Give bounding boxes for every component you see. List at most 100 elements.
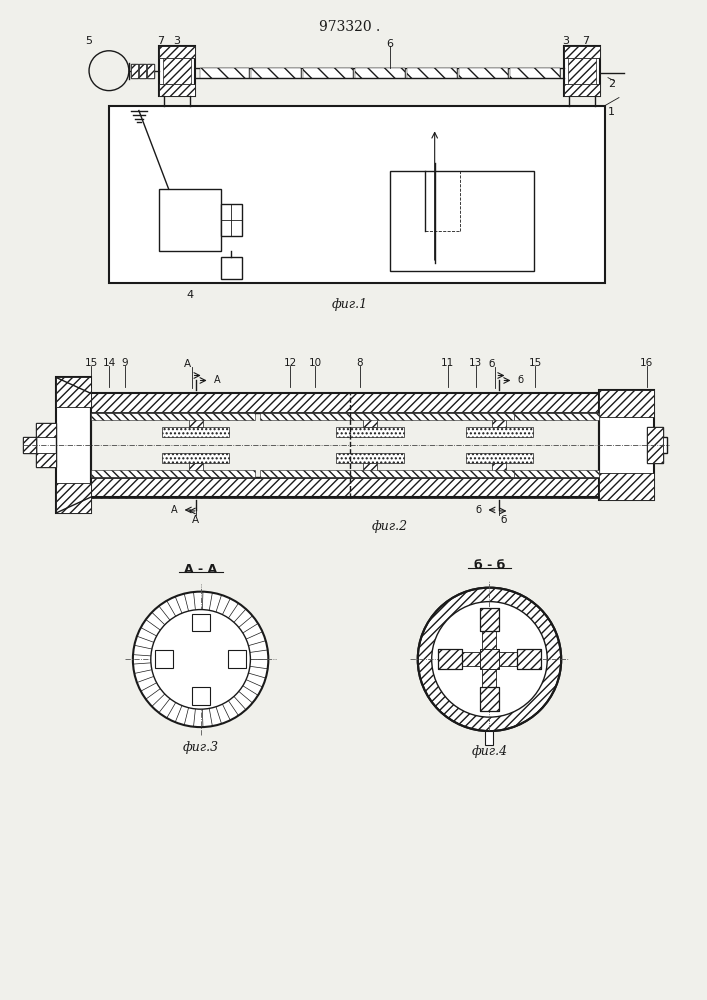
Bar xyxy=(438,649,462,669)
Bar xyxy=(159,46,194,58)
Bar xyxy=(493,413,506,427)
Bar xyxy=(303,68,353,78)
Bar xyxy=(407,68,457,78)
Bar xyxy=(647,427,662,463)
Bar xyxy=(23,437,36,453)
Bar xyxy=(139,64,146,78)
Text: 973320 .: 973320 . xyxy=(320,20,380,34)
Bar xyxy=(599,473,654,500)
Bar xyxy=(36,423,56,467)
Bar xyxy=(479,608,499,631)
Bar xyxy=(515,413,599,420)
Text: 9: 9 xyxy=(122,358,128,368)
Text: 7: 7 xyxy=(583,36,590,46)
Bar xyxy=(482,631,496,649)
Bar xyxy=(159,84,194,96)
Text: 15: 15 xyxy=(529,358,542,368)
Bar xyxy=(211,652,228,666)
Bar xyxy=(355,68,405,78)
Bar xyxy=(189,463,203,477)
Text: б: б xyxy=(518,375,523,385)
Bar xyxy=(192,687,209,705)
Text: фиг.3: фиг.3 xyxy=(182,741,218,754)
Bar xyxy=(228,650,247,668)
Bar xyxy=(459,68,508,78)
Text: 3: 3 xyxy=(563,36,570,46)
Bar xyxy=(109,106,605,283)
Bar xyxy=(499,652,518,666)
Text: фиг.2: фиг.2 xyxy=(372,520,408,533)
Circle shape xyxy=(151,610,250,709)
Bar xyxy=(479,608,499,631)
Bar xyxy=(407,68,457,78)
Bar xyxy=(147,64,154,78)
Bar xyxy=(482,669,496,687)
Bar xyxy=(91,413,255,420)
Text: 16: 16 xyxy=(641,358,653,368)
Bar xyxy=(23,437,36,453)
Text: 6: 6 xyxy=(386,39,393,49)
Bar xyxy=(173,652,191,666)
Bar xyxy=(162,453,230,463)
Bar xyxy=(91,470,255,477)
Bar xyxy=(221,204,243,236)
Bar xyxy=(252,68,301,78)
Text: 5: 5 xyxy=(86,36,93,46)
Bar xyxy=(228,650,247,668)
Bar xyxy=(91,392,599,412)
Bar xyxy=(303,68,353,78)
Bar xyxy=(493,463,506,477)
Text: A: A xyxy=(214,375,220,385)
Bar xyxy=(147,64,154,78)
Text: A: A xyxy=(184,359,191,369)
Bar xyxy=(260,413,350,420)
Bar xyxy=(599,390,654,500)
Bar xyxy=(659,437,667,453)
Bar xyxy=(36,423,56,437)
Bar xyxy=(194,669,208,687)
Text: 8: 8 xyxy=(356,358,363,368)
Text: фиг.1: фиг.1 xyxy=(332,298,368,311)
Bar xyxy=(159,189,221,251)
Bar xyxy=(515,470,599,477)
Bar xyxy=(390,171,534,271)
Bar xyxy=(91,478,599,498)
Bar xyxy=(599,390,654,417)
Bar xyxy=(465,453,533,463)
Bar xyxy=(192,614,209,631)
Bar xyxy=(336,453,404,463)
Bar xyxy=(199,68,250,78)
Bar xyxy=(518,649,542,669)
Bar xyxy=(564,84,600,96)
Bar xyxy=(56,483,91,513)
Bar xyxy=(479,649,499,669)
Bar xyxy=(192,687,209,705)
Text: 11: 11 xyxy=(441,358,455,368)
Bar xyxy=(56,377,91,513)
Bar xyxy=(350,413,515,420)
Circle shape xyxy=(432,602,547,717)
Bar xyxy=(647,427,662,463)
Text: б: б xyxy=(501,515,507,525)
Bar xyxy=(139,64,146,78)
Text: б - б: б - б xyxy=(474,559,505,572)
Text: A: A xyxy=(171,505,177,515)
Bar xyxy=(189,413,203,427)
Text: 1: 1 xyxy=(607,107,614,117)
Text: 15: 15 xyxy=(84,358,98,368)
Bar xyxy=(336,427,404,437)
Bar xyxy=(459,68,508,78)
Bar xyxy=(221,257,243,279)
Bar xyxy=(568,58,596,84)
Bar xyxy=(510,68,560,78)
Bar xyxy=(479,687,499,711)
Bar xyxy=(162,427,230,437)
Text: A: A xyxy=(192,515,199,525)
Bar xyxy=(350,470,515,477)
Circle shape xyxy=(185,215,194,225)
Circle shape xyxy=(418,588,561,731)
Bar xyxy=(199,68,250,78)
Bar xyxy=(159,46,194,96)
Text: A - A: A - A xyxy=(184,563,217,576)
Text: 4: 4 xyxy=(186,290,193,300)
